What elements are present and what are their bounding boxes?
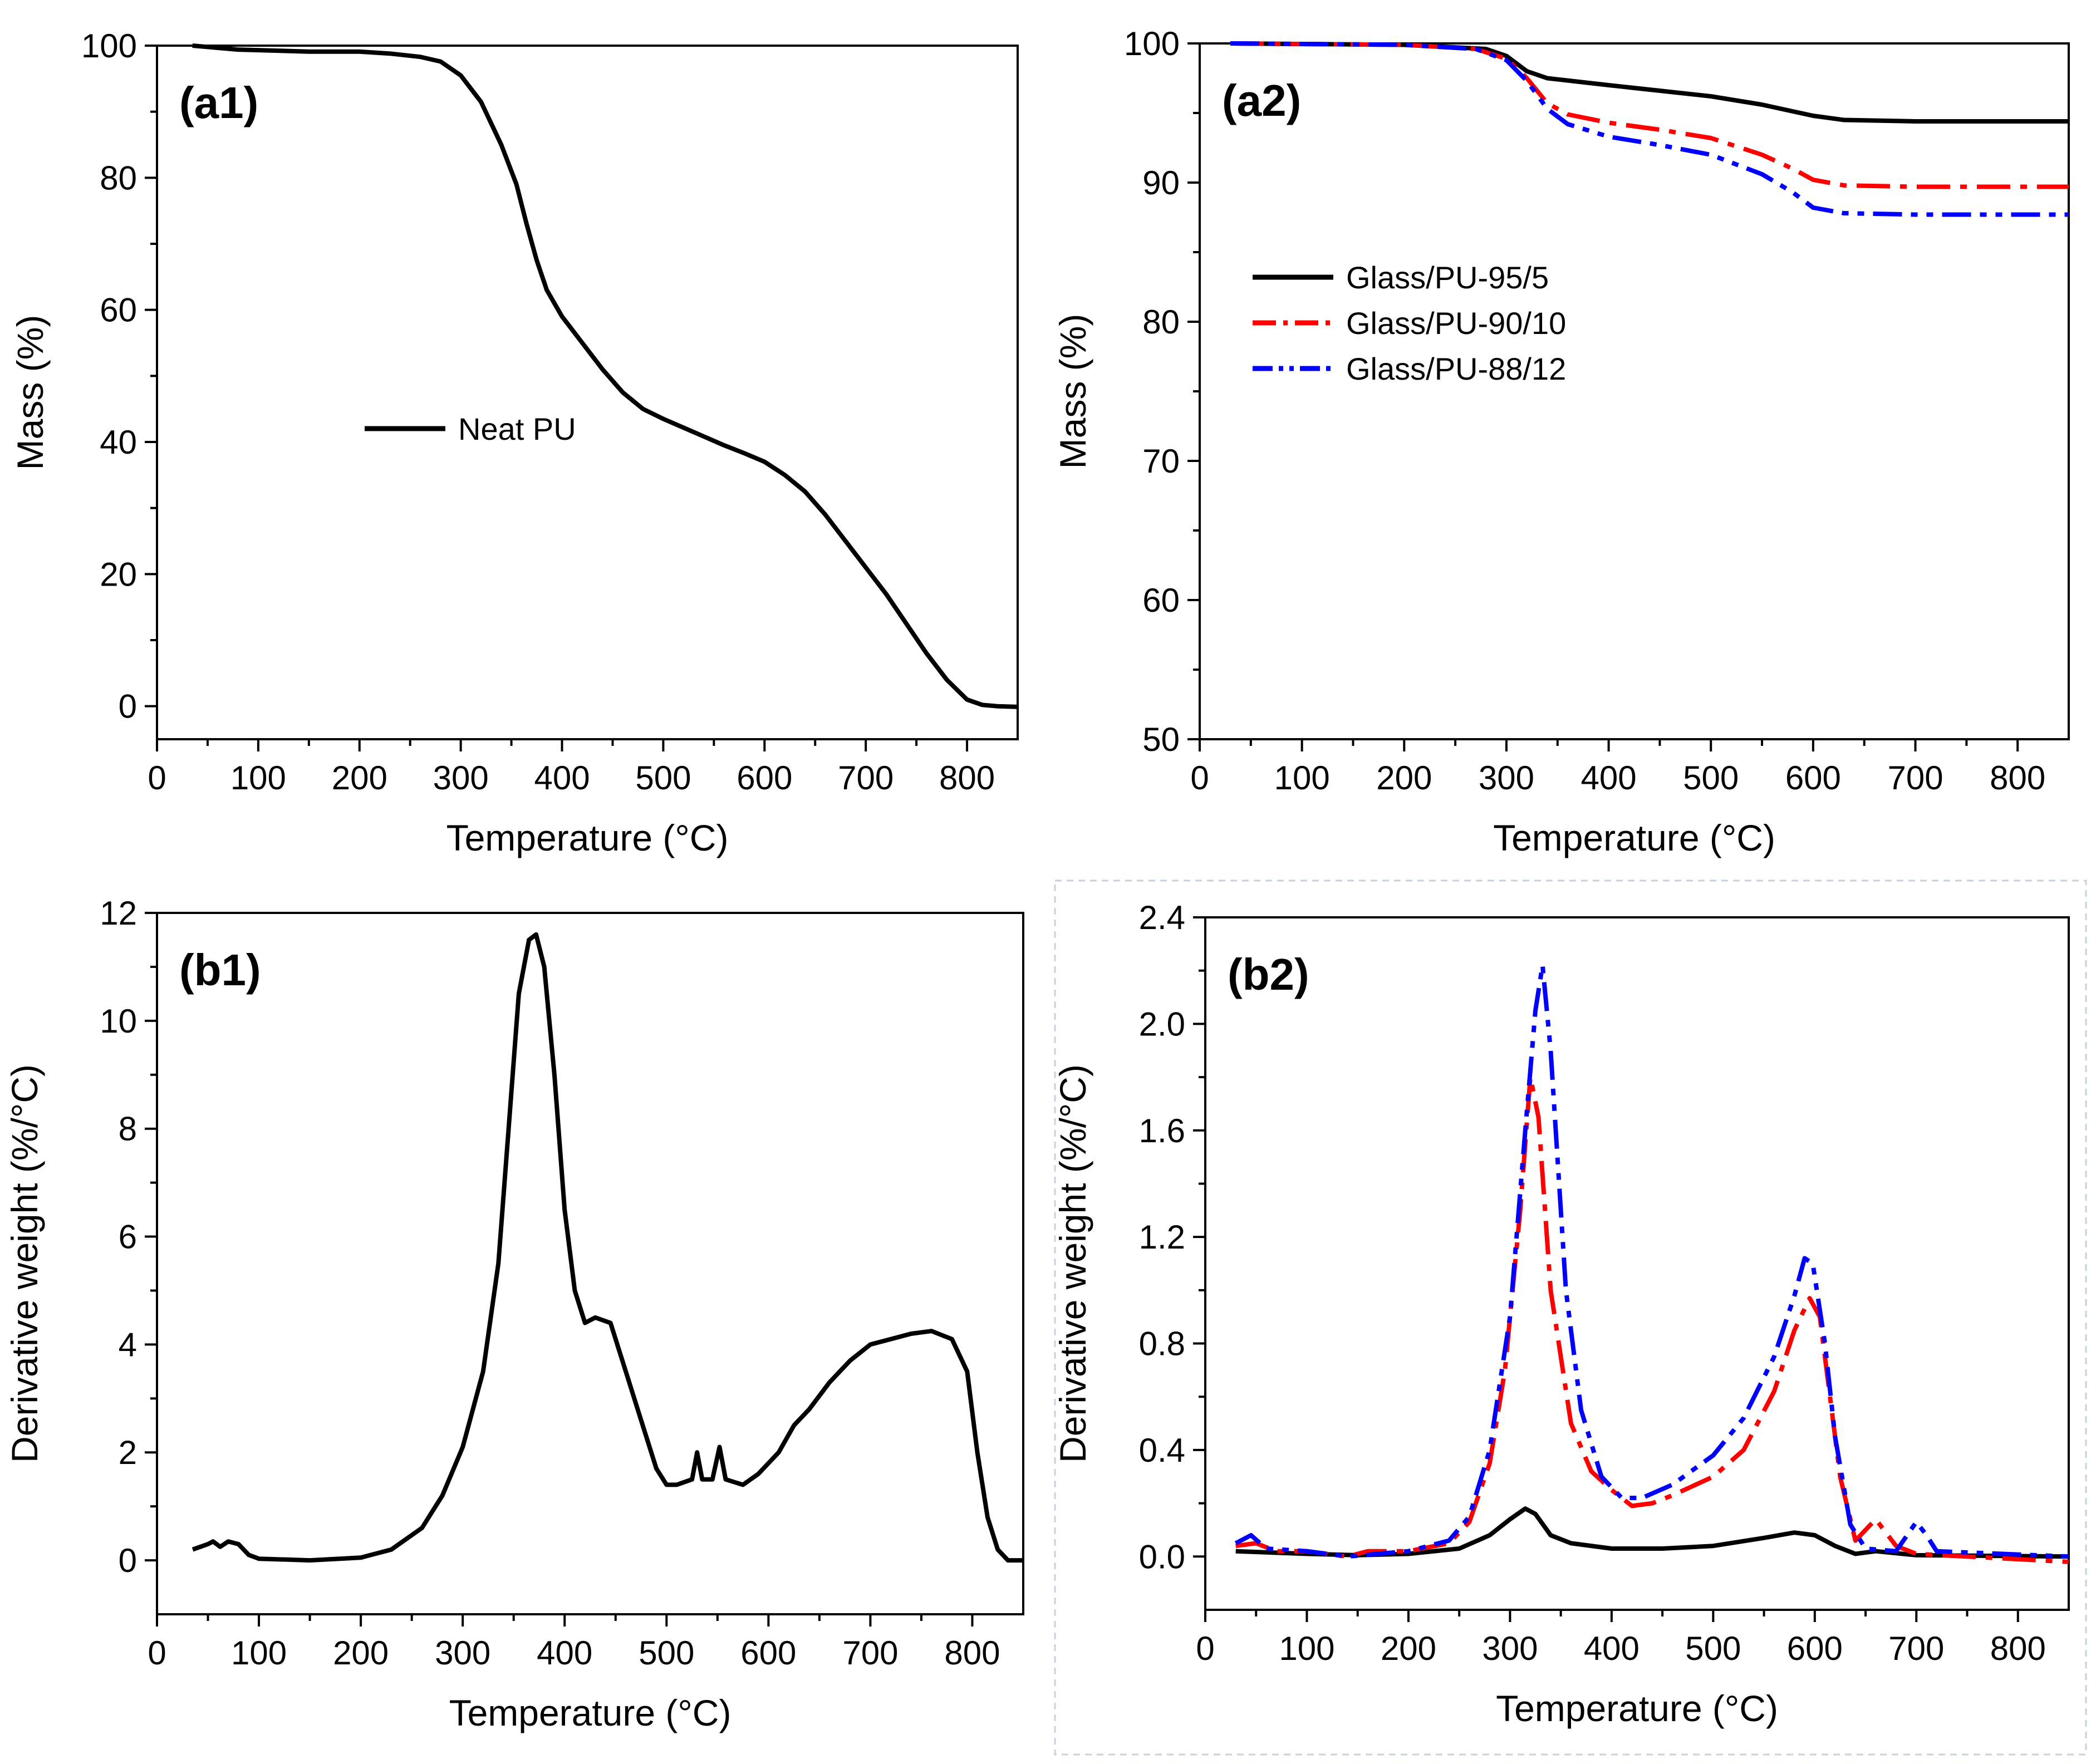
b1-x-tick-label: 600: [740, 1634, 796, 1672]
a2-x-tick-label: 400: [1581, 759, 1637, 797]
a1-panel-label: (a1): [179, 78, 258, 127]
b2-plot-frame: [1204, 916, 2070, 1611]
b1-y-tick-label: 2: [119, 1434, 137, 1471]
b2-x-tick-label: 400: [1584, 1630, 1640, 1667]
a2-y-axis-title: Mass (%): [1052, 314, 1093, 469]
b2-y-axis-title: Derivative weight (%/°C): [1052, 1064, 1093, 1463]
a1-x-tick-label: 700: [838, 759, 894, 797]
a1-x-tick-label: 100: [230, 759, 286, 797]
b1-x-tick-label: 0: [148, 1634, 166, 1672]
a2-x-tick-label: 800: [1990, 759, 2045, 797]
b1-y-tick-label: 6: [119, 1218, 137, 1256]
b1-x-tick-label: 500: [639, 1634, 694, 1672]
a2-x-tick-label: 600: [1785, 759, 1841, 797]
b2-panel-label: (b2): [1228, 950, 1309, 999]
b1-y-tick-label: 0: [119, 1542, 137, 1579]
a2-series-line-glass-pu-88-12: [1230, 41, 2069, 217]
b1-y-tick-label: 10: [100, 1003, 137, 1040]
b1-plot-frame: [156, 912, 1024, 1615]
b2-y-tick-label: 2.4: [1139, 899, 1185, 936]
b2-y-tick-label: 2.0: [1139, 1005, 1185, 1043]
panel-b1: 0 100 200 300 400 500 600 700 800 0 2 4 6 8 10 12 Temper…: [4, 895, 1024, 1733]
b1-x-axis-title: Temperature (°C): [449, 1692, 732, 1733]
b2-y-tick-label: 1.2: [1139, 1218, 1185, 1256]
b2-x-tick-label: 300: [1482, 1630, 1538, 1667]
a1-plot-frame: [156, 45, 1019, 740]
b1-panel-label: (b1): [179, 945, 261, 995]
a2-x-axis-title: Temperature (°C): [1493, 817, 1775, 858]
a2-series-line-glass-pu-95-5: [1230, 41, 2069, 124]
b1-x-tick-label: 100: [231, 1634, 287, 1672]
b1-x-tick-label: 300: [435, 1634, 490, 1672]
a1-y-tick-label: 40: [100, 424, 137, 461]
a2-legend-label: Glass/PU-88/12: [1346, 351, 1566, 386]
b1-x-tick-label: 400: [537, 1634, 592, 1672]
a2-y-tick-label: 80: [1142, 303, 1180, 341]
b2-series-line-glass-pu-95-5: [1235, 1506, 2069, 1559]
b2-dashed-frame: [1054, 879, 2087, 1756]
b2-x-tick-label: 0: [1196, 1630, 1214, 1667]
b2-y-tick-label: 0.0: [1139, 1538, 1185, 1575]
b2-x-tick-label: 700: [1888, 1630, 1944, 1667]
a2-x-tick-label: 500: [1683, 759, 1739, 797]
panel-a1: 0 100 200 300 400 500 600 700 800 0 20 40 60 80 100 Tem…: [9, 27, 1019, 858]
b2-series-line-glass-pu-88-12: [1234, 963, 2069, 1559]
b1-y-tick-label: 4: [119, 1326, 137, 1363]
b2-y-tick-label: 0.8: [1139, 1325, 1185, 1363]
a1-y-tick-label: 100: [81, 27, 137, 65]
a2-y-tick-label: 50: [1142, 721, 1180, 758]
a1-x-tick-label: 800: [939, 759, 995, 797]
a1-x-tick-label: 400: [534, 759, 590, 797]
b1-series-line-neat-pu: [192, 932, 1023, 1563]
a2-legend-label: Glass/PU-90/10: [1346, 306, 1566, 341]
a2-series-line-glass-pu-90-10: [1230, 41, 2069, 189]
a2-legend-label: Glass/PU-95/5: [1346, 260, 1549, 295]
a1-x-tick-label: 300: [433, 759, 489, 797]
b1-y-axis-title: Derivative weight (%/°C): [4, 1064, 45, 1463]
a2-y-tick-label: 70: [1142, 443, 1180, 480]
b1-x-tick-label: 200: [333, 1634, 389, 1672]
a1-y-tick-label: 20: [100, 556, 137, 593]
panel-a2: 0 100 200 300 400 500 600 700 800 50 60 70 80 90 100 Te…: [1052, 25, 2070, 858]
a2-x-tick-label: 0: [1190, 759, 1209, 797]
b2-x-tick-label: 800: [1990, 1630, 2046, 1667]
b2-x-tick-label: 600: [1787, 1630, 1843, 1667]
a1-x-tick-label: 500: [635, 759, 691, 797]
b2-y-tick-label: 1.6: [1139, 1112, 1185, 1149]
a2-x-tick-label: 300: [1479, 759, 1534, 797]
b2-x-tick-label: 500: [1685, 1630, 1741, 1667]
a1-series-line-neat-pu: [192, 43, 1018, 709]
a2-y-tick-label: 60: [1142, 582, 1180, 619]
b1-x-tick-label: 700: [842, 1634, 898, 1672]
a1-y-tick-label: 60: [100, 292, 137, 329]
b2-x-tick-label: 200: [1381, 1630, 1436, 1667]
panel-b2: 0 100 200 300 400 500 600 700 800 0.0 0.4 0.8 1.2 1.6…: [1052, 899, 2070, 1729]
a1-y-axis-title: Mass (%): [9, 315, 51, 470]
a2-plot-frame: [1199, 42, 2070, 740]
b2-y-tick-label: 0.4: [1139, 1432, 1185, 1469]
a1-x-tick-label: 0: [148, 759, 166, 797]
b1-y-tick-label: 8: [119, 1111, 137, 1148]
a1-x-axis-title: Temperature (°C): [446, 817, 729, 858]
a1-x-tick-label: 600: [737, 759, 792, 797]
b2-x-tick-label: 100: [1279, 1630, 1334, 1667]
a2-x-tick-label: 700: [1887, 759, 1943, 797]
a1-y-tick-label: 0: [119, 688, 137, 725]
b1-y-tick-label: 12: [100, 895, 137, 932]
a2-x-tick-label: 200: [1376, 759, 1432, 797]
a1-y-tick-label: 80: [100, 159, 137, 196]
b1-x-tick-label: 800: [944, 1634, 1000, 1672]
a2-x-tick-label: 100: [1274, 759, 1330, 797]
a1-legend-label: Neat PU: [458, 411, 576, 446]
b2-x-axis-title: Temperature (°C): [1496, 1688, 1778, 1729]
a2-y-tick-label: 100: [1124, 25, 1180, 62]
b2-series-line-glass-pu-90-10: [1235, 1075, 2069, 1564]
a1-x-tick-label: 200: [332, 759, 387, 797]
a2-y-tick-label: 90: [1142, 164, 1180, 202]
a2-panel-label: (a2): [1222, 76, 1301, 125]
